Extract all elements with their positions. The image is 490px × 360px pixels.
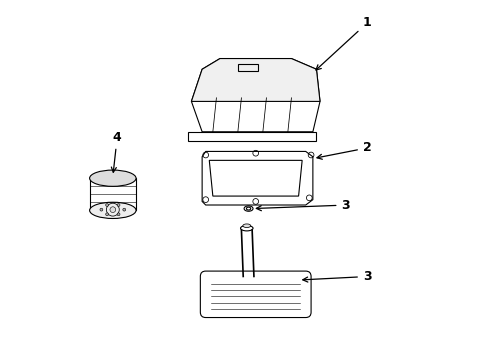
Text: 2: 2	[317, 141, 371, 159]
Circle shape	[117, 204, 120, 206]
Circle shape	[110, 207, 116, 212]
Circle shape	[123, 208, 126, 211]
Circle shape	[106, 204, 109, 206]
Text: 3: 3	[256, 199, 350, 212]
Circle shape	[100, 208, 103, 211]
Ellipse shape	[243, 224, 251, 228]
Polygon shape	[192, 59, 320, 102]
Ellipse shape	[90, 170, 136, 186]
Text: 3: 3	[303, 270, 371, 283]
Text: 1: 1	[316, 17, 371, 70]
Bar	[90, 178, 136, 210]
Text: 4: 4	[111, 131, 122, 172]
Circle shape	[106, 213, 109, 216]
Bar	[238, 64, 258, 71]
Circle shape	[117, 213, 120, 216]
Ellipse shape	[90, 202, 136, 219]
